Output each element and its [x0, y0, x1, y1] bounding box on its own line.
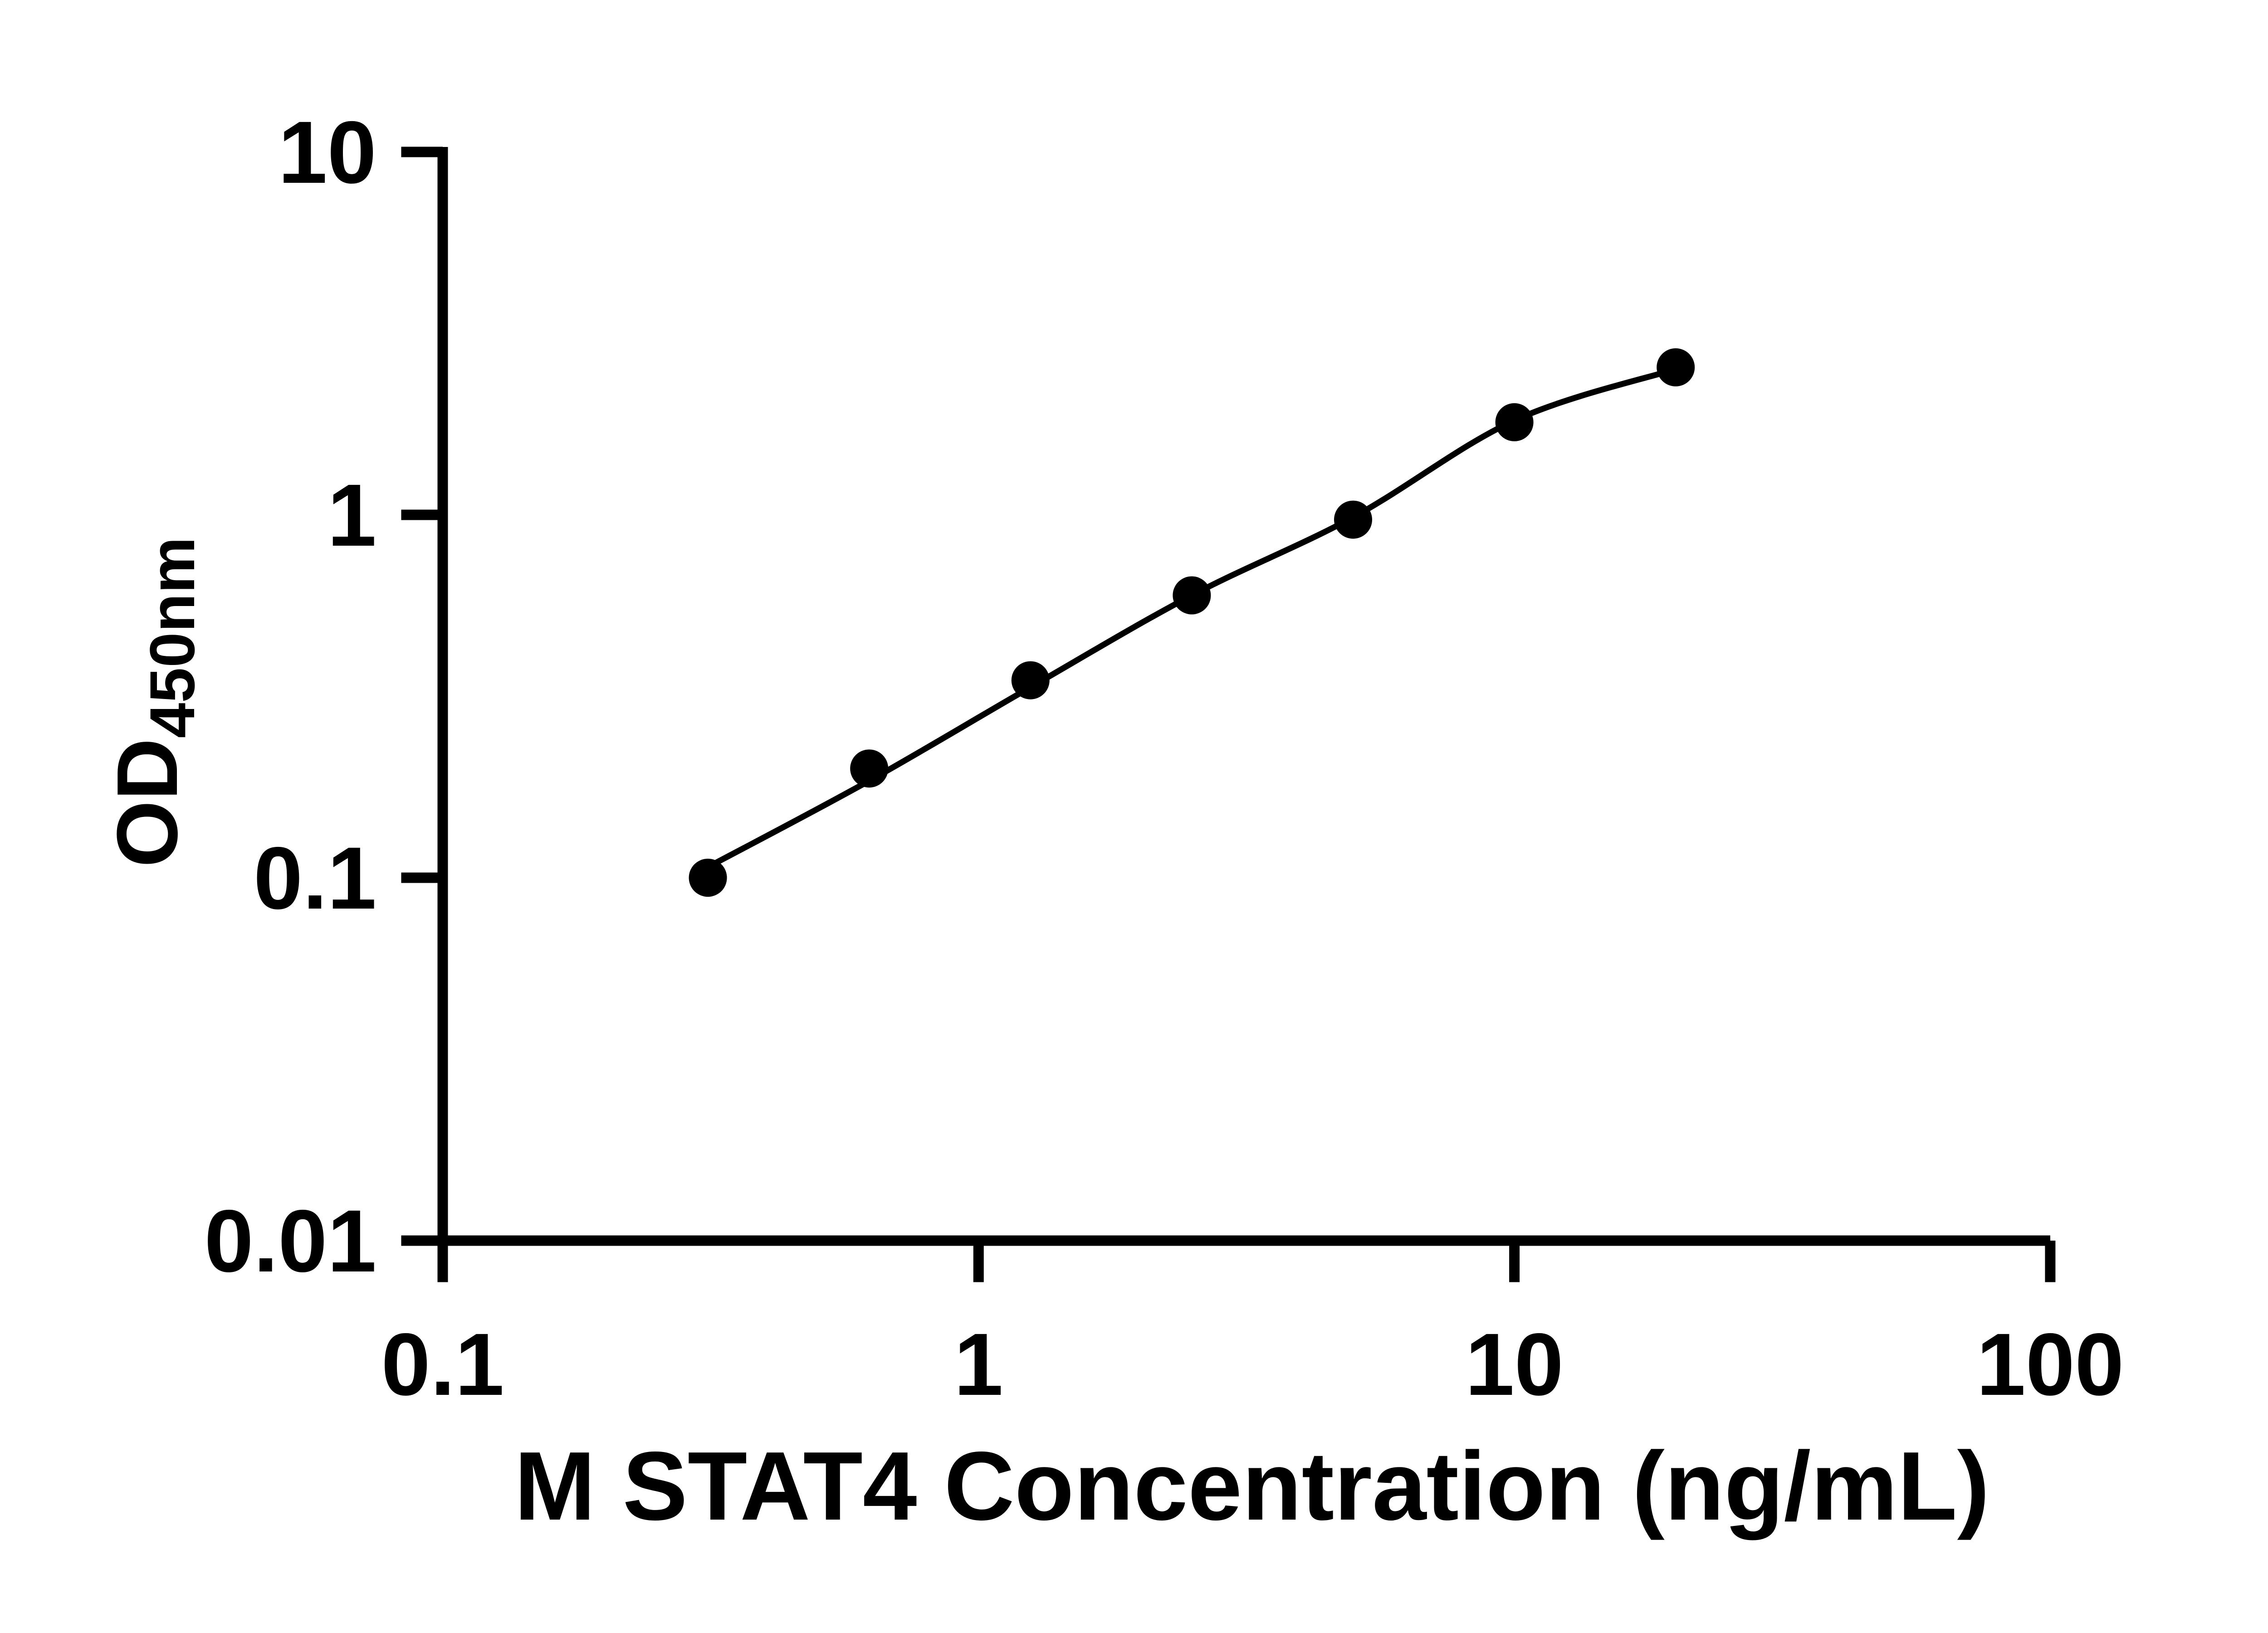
data-point: [1495, 403, 1534, 441]
y-axis-title-subscript: 450nm: [137, 537, 208, 738]
data-point: [1173, 576, 1211, 615]
axes-line: [437, 147, 2050, 1246]
y-tick-label: 0.1: [254, 829, 376, 928]
y-tick-label: 0.01: [204, 1192, 376, 1291]
data-point: [850, 749, 889, 788]
y-tick-label: 1: [327, 466, 376, 565]
data-point: [1657, 348, 1695, 386]
x-tick-label: 0.1: [381, 1315, 504, 1414]
x-axis-title: M STAT4 Concentration (ng/mL): [514, 1431, 1990, 1540]
x-tick-label: 10: [1465, 1315, 1564, 1414]
y-axis-title-main: OD: [99, 738, 196, 867]
x-tick-label: 100: [1976, 1315, 2124, 1414]
standard-curve-line: [706, 366, 1677, 870]
x-tick-label: 1: [954, 1315, 1003, 1414]
data-point: [689, 859, 727, 897]
y-axis-title: OD450nm: [99, 537, 208, 868]
y-tick-label: 10: [278, 103, 376, 202]
data-point: [1334, 500, 1372, 539]
data-point: [1011, 661, 1050, 699]
